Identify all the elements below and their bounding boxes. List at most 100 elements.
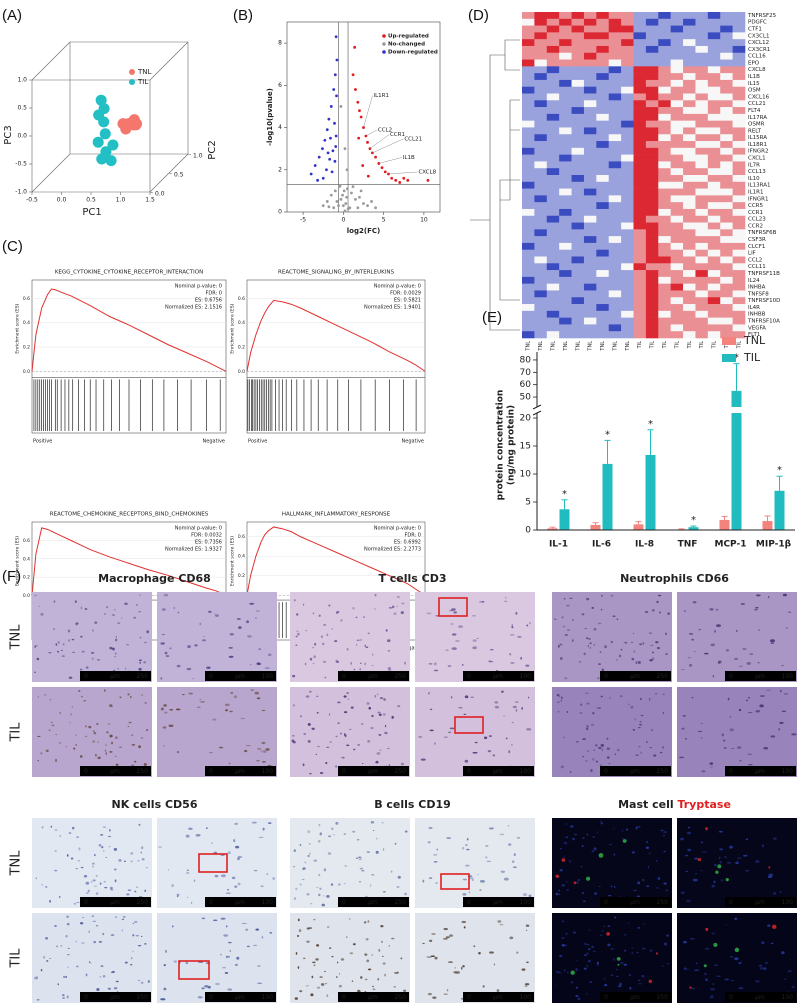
- y-tick-label: 0.0: [238, 369, 245, 375]
- heat-cell: [633, 283, 647, 291]
- texture: [561, 937, 565, 939]
- texture: [633, 889, 637, 891]
- texture: [376, 760, 379, 763]
- heat-cell: [571, 215, 585, 223]
- texture: [635, 661, 638, 665]
- point: [374, 155, 377, 159]
- heat-cell: [522, 18, 535, 26]
- texture: [378, 733, 382, 736]
- texture: [581, 892, 585, 894]
- heat-cell: [658, 141, 671, 149]
- texture: [114, 916, 118, 918]
- texture: [476, 637, 479, 639]
- x-tick-label: IL-6: [592, 540, 611, 550]
- texture: [590, 769, 593, 772]
- heat-cell: [571, 317, 585, 325]
- heat-cell: [522, 202, 535, 210]
- heat-cell: [695, 331, 709, 339]
- texture: [364, 644, 366, 648]
- texture: [566, 605, 570, 607]
- texture: [569, 597, 573, 599]
- heat-cell: [645, 59, 659, 67]
- heat-cell: [583, 25, 597, 33]
- texture: [587, 644, 590, 648]
- heat-cell: [583, 59, 597, 67]
- texture: [528, 622, 531, 625]
- heat-cell: [720, 59, 733, 67]
- texture: [451, 633, 457, 636]
- heat-cell: [732, 32, 746, 40]
- heat-cell: [571, 79, 585, 88]
- heat-cell: [670, 93, 684, 101]
- heat-cell: [571, 134, 585, 142]
- heat-cell: [522, 127, 535, 135]
- texture: [164, 651, 168, 655]
- texture: [121, 617, 123, 619]
- texture: [37, 759, 39, 762]
- heat-cell: [720, 32, 733, 40]
- texture: [81, 650, 85, 653]
- texture: [90, 651, 95, 654]
- heat-cell: [658, 310, 671, 318]
- texture: [639, 724, 643, 726]
- texture: [226, 889, 230, 891]
- heat-cell: [683, 310, 696, 318]
- texture: [388, 945, 390, 947]
- heat-cell: [583, 195, 597, 203]
- gsea-title: KEGG_CYTOKINE_CYTOKINE_RECEPTOR_INTERACT…: [55, 270, 203, 276]
- texture: [637, 726, 641, 729]
- texture: [679, 837, 685, 841]
- texture: [584, 760, 588, 762]
- texture: [73, 902, 77, 905]
- heat-cell: [546, 208, 560, 217]
- y-tick: [187, 153, 192, 156]
- heat-cell: [534, 45, 548, 54]
- heat-cell: [683, 297, 696, 305]
- texture: [384, 724, 387, 728]
- y-tick-label: 0.6: [238, 534, 245, 540]
- texture: [586, 750, 590, 752]
- point: [345, 187, 349, 191]
- heat-cell: [707, 208, 721, 217]
- texture: [589, 980, 593, 984]
- heat-cell: [633, 12, 647, 20]
- heat-cell: [583, 242, 597, 251]
- texture: [592, 836, 595, 839]
- heat-cell: [645, 45, 659, 54]
- texture: [747, 712, 753, 714]
- texture: [55, 643, 58, 646]
- texture: [520, 656, 523, 660]
- texture: [141, 858, 144, 860]
- micrograph: [157, 818, 277, 908]
- texture: [305, 985, 310, 987]
- texture: [374, 608, 376, 610]
- point: [341, 193, 344, 197]
- heat-cell: [645, 263, 659, 271]
- row-label: CCL16: [748, 54, 766, 60]
- texture: [689, 937, 695, 940]
- heat-cell: [707, 127, 721, 135]
- heat-cell: [732, 66, 746, 74]
- heat-cell: [720, 236, 733, 244]
- point: [343, 147, 347, 151]
- texture: [295, 887, 298, 891]
- heat-cell: [546, 25, 560, 33]
- heat-cell: [732, 236, 746, 244]
- point: [361, 164, 365, 167]
- heat-cell: [621, 134, 634, 142]
- texture: [220, 917, 226, 920]
- texture: [448, 961, 453, 963]
- texture: [635, 754, 639, 756]
- column-label: TIL: [662, 341, 668, 350]
- heat-cell: [645, 66, 659, 74]
- heat-cell: [695, 283, 709, 291]
- texture: [128, 721, 132, 724]
- y-tick-label: 0.4: [238, 320, 245, 326]
- texture: [254, 691, 260, 695]
- texture: [743, 854, 748, 857]
- texture: [372, 653, 374, 656]
- heat-cell: [707, 86, 721, 94]
- heat-cell: [621, 215, 634, 223]
- texture: [381, 940, 383, 943]
- heat-cell: [707, 120, 721, 128]
